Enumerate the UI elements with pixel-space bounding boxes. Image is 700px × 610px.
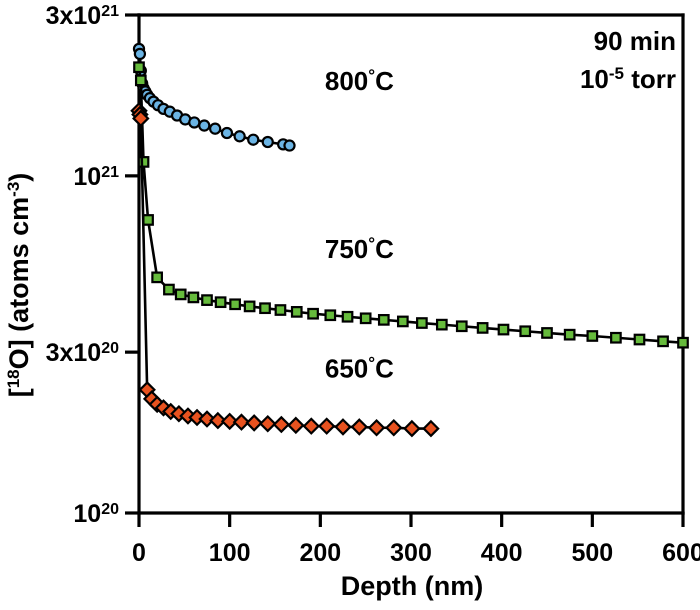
y-axis-title: [18O] (atoms cm-3) <box>4 173 35 398</box>
data-point <box>350 418 369 436</box>
data-point <box>677 336 689 349</box>
data-point <box>151 271 163 284</box>
data-point <box>220 126 234 140</box>
data-point <box>229 298 241 311</box>
data-point <box>247 133 260 146</box>
y-axis-tick-label-2: 3x1020 <box>46 339 120 367</box>
annotation-pressure: 10-5 torr <box>580 64 676 95</box>
data-point <box>455 320 468 333</box>
x-axis-tick-label-5: 500 <box>571 539 613 567</box>
series-markers-800C <box>132 42 296 152</box>
data-point <box>377 314 390 326</box>
data-point <box>541 327 553 339</box>
data-point <box>610 331 622 344</box>
data-point <box>290 306 303 318</box>
data-point <box>302 417 321 435</box>
data-point <box>287 416 305 435</box>
data-point <box>142 214 154 226</box>
data-point <box>341 310 354 323</box>
data-point <box>563 328 576 341</box>
data-point <box>283 139 296 152</box>
data-point <box>198 410 216 428</box>
data-point <box>170 404 188 423</box>
data-point <box>209 122 222 135</box>
data-point <box>132 109 150 128</box>
data-point <box>258 414 277 433</box>
data-point <box>214 296 227 309</box>
x-axis-tick-label-4: 400 <box>481 539 523 567</box>
x-axis-tick-label-0: 0 <box>132 539 146 567</box>
data-point <box>334 418 352 436</box>
series-label-650C: 650°C <box>325 353 394 384</box>
data-point <box>497 323 510 336</box>
data-point <box>422 419 440 438</box>
x-axis-tick-label-3: 300 <box>390 539 432 567</box>
data-point <box>133 47 147 61</box>
data-point <box>163 283 175 296</box>
y-axis-tick-label-0: 3x1021 <box>46 2 120 30</box>
data-point <box>657 335 669 348</box>
data-point <box>233 130 246 143</box>
data-point <box>633 333 646 346</box>
y-axis-tick-label-1: 1021 <box>73 163 119 191</box>
data-point <box>403 419 421 438</box>
x-axis-tick-label-1: 100 <box>209 539 251 567</box>
data-point <box>198 119 211 132</box>
chart-render-group: 3x1021 1021 3x1020 1020 0 100 200 300 400 500 600 8… <box>4 2 700 601</box>
data-point <box>586 330 599 342</box>
data-point <box>187 291 200 304</box>
data-point <box>243 300 256 313</box>
series-markers-750C <box>133 61 689 349</box>
data-point <box>245 414 263 432</box>
series-label-800C: 800°C <box>325 65 394 96</box>
data-point <box>209 411 227 430</box>
data-point <box>272 415 291 434</box>
data-point <box>259 302 271 315</box>
x-axis-tick-label-6: 600 <box>662 539 700 567</box>
x-axis-title: Depth (nm) <box>341 571 483 601</box>
data-point <box>367 418 386 437</box>
data-point <box>134 74 147 87</box>
data-point <box>174 288 187 301</box>
data-point <box>137 156 150 168</box>
data-point <box>188 116 201 129</box>
data-point <box>133 61 145 74</box>
data-point <box>274 304 287 316</box>
data-point <box>232 413 251 431</box>
data-point <box>396 315 409 328</box>
x-axis-tick-label-2: 200 <box>299 539 341 567</box>
data-point <box>359 312 372 325</box>
data-point <box>324 309 337 322</box>
data-point <box>307 307 319 320</box>
y-axis-tick-label-3: 1020 <box>73 500 119 528</box>
data-point <box>201 294 213 306</box>
annotation-time: 90 min <box>594 26 676 56</box>
data-point <box>435 318 448 331</box>
data-point <box>476 322 489 334</box>
data-point <box>384 418 403 437</box>
data-point <box>416 317 428 329</box>
series-line-750C <box>137 65 685 344</box>
data-point <box>220 412 239 431</box>
data-point <box>261 135 274 149</box>
data-point <box>317 417 336 435</box>
series-markers-650C <box>130 101 440 438</box>
data-point <box>519 325 532 338</box>
series-label-750C: 750°C <box>325 234 394 265</box>
